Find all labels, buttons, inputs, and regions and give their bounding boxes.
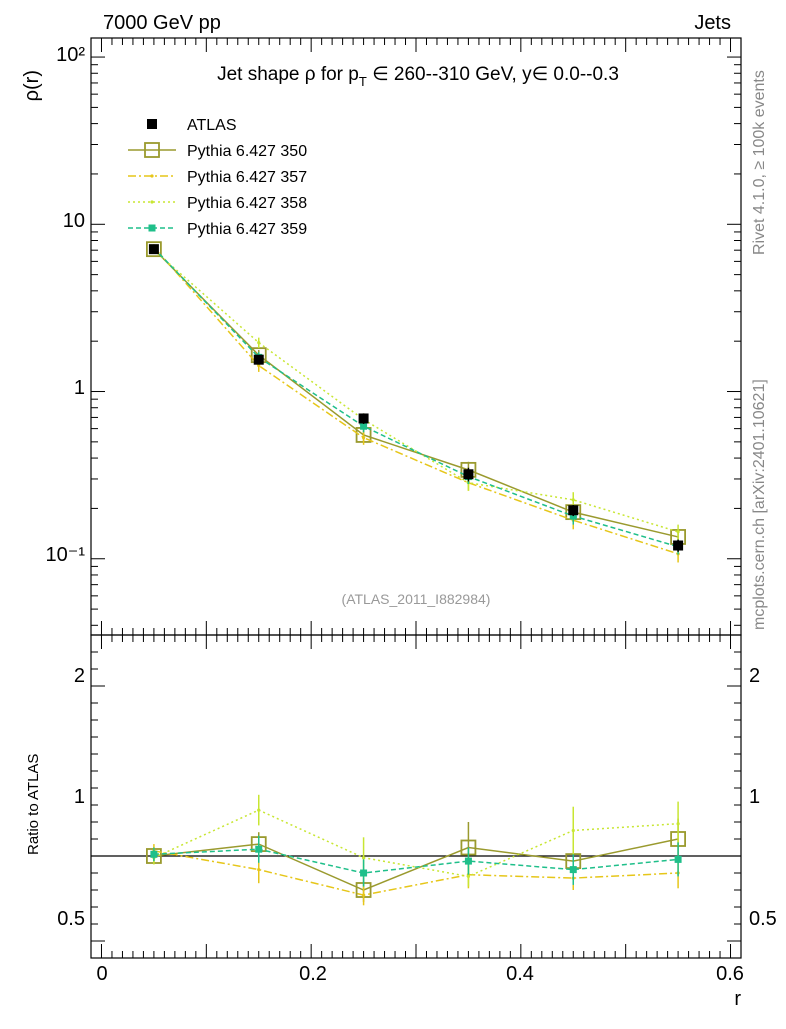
analysis-watermark: (ATLAS_2011_I882984) [342, 591, 491, 607]
ratio-point-359 [255, 845, 263, 853]
main-line-357 [153, 246, 679, 555]
ratio-point-358 [466, 874, 471, 879]
xtick-label-0.2: 0.2 [299, 963, 327, 985]
main-point-350 [146, 241, 162, 258]
main-ytick-label-10: 10 [63, 210, 85, 232]
main-point-atlas [148, 244, 159, 255]
ratio-point-359 [569, 866, 577, 874]
chart-title-pre: Jet shape ρ for p [217, 64, 359, 85]
legend-marker-atlas [147, 119, 157, 129]
legend-marker-350 [144, 142, 160, 158]
ratio-ytick-label-0.5: 0.5 [57, 908, 85, 930]
ratio-point-358 [361, 856, 366, 860]
ratio-ytick-label-0.5-right: 0.5 [749, 908, 777, 930]
main-point-atlas [253, 354, 264, 365]
ratio-line-358 [153, 809, 679, 878]
ratio-ytick-label-2-right: 2 [749, 665, 760, 687]
ratio-ytick-label-1: 1 [74, 786, 85, 808]
chart-title-sub: T [359, 74, 367, 89]
legend-label-359: Pythia 6.427 359 [187, 221, 307, 238]
ratio-ylabel: Ratio to ATLAS [25, 754, 42, 855]
main-point-358 [257, 341, 261, 345]
main-point-357 [361, 436, 366, 440]
main-point-atlas [463, 469, 474, 480]
main-point-atlas [568, 505, 579, 516]
main-line-358 [153, 249, 679, 533]
ratio-point-357 [257, 868, 261, 872]
legend-label-350: Pythia 6.427 350 [187, 143, 307, 160]
xtick-label-0.6: 0.6 [716, 963, 744, 985]
main-point-359 [360, 422, 368, 430]
mcplots-label: mcplots.cern.ch [arXiv:2401.10621] [751, 379, 768, 630]
rivet-version-label: Rivet 4.1.0, ≥ 100k events [751, 70, 768, 255]
main-ylabel: ρ(r) [21, 70, 43, 101]
xtick-label-0.4: 0.4 [506, 963, 534, 985]
ratio-point-358 [571, 828, 575, 833]
main-point-atlas [673, 540, 684, 551]
ratio-point-359 [674, 855, 682, 863]
ratio-point-359 [150, 850, 158, 858]
main-ytick-label-1: 1 [74, 377, 85, 399]
main-line-350 [153, 248, 679, 538]
chart-marks [91, 38, 741, 959]
ratio-ytick-label-2: 2 [74, 665, 85, 687]
ratio-plot-frame [90, 634, 742, 959]
ratio-point-357 [361, 893, 366, 897]
main-point-358 [676, 530, 680, 534]
ratio-point-358 [257, 808, 261, 812]
ratio-line-359 [153, 848, 679, 874]
header-category-label: Jets [694, 12, 731, 34]
legend-marker-359 [148, 224, 156, 232]
ratio-line-350 [153, 838, 679, 891]
main-line-359 [153, 247, 679, 548]
legend-marker-358 [150, 200, 154, 204]
header-energy-label: 7000 GeV pp [103, 12, 221, 34]
ratio-ytick-label-1-right: 1 [749, 786, 760, 808]
ratio-point-359 [360, 869, 368, 877]
main-ytick-label-1e-1: 10⁻¹ [46, 544, 86, 566]
ratio-point-358 [676, 822, 680, 826]
main-point-atlas [358, 413, 369, 424]
chart-title-post: ∈ 260--310 GeV, y∈ 0.0--0.3 [367, 64, 619, 85]
legend-label-357: Pythia 6.427 357 [187, 169, 307, 186]
xtick-label-0: 0 [96, 963, 107, 985]
ratio-line-357 [153, 850, 679, 896]
legend-label-358: Pythia 6.427 358 [187, 195, 307, 212]
chart-title: Jet shape ρ for pT ∈ 260--310 GeV, y∈ 0.… [217, 64, 619, 89]
ratio-point-359 [464, 857, 472, 865]
main-point-358 [571, 498, 575, 502]
xlabel: r [734, 988, 741, 1010]
legend-marker-357 [150, 174, 154, 178]
main-ytick-label-100: 10² [56, 44, 85, 66]
legend-label-atlas: ATLAS [187, 117, 237, 134]
main-point-357 [257, 363, 261, 368]
